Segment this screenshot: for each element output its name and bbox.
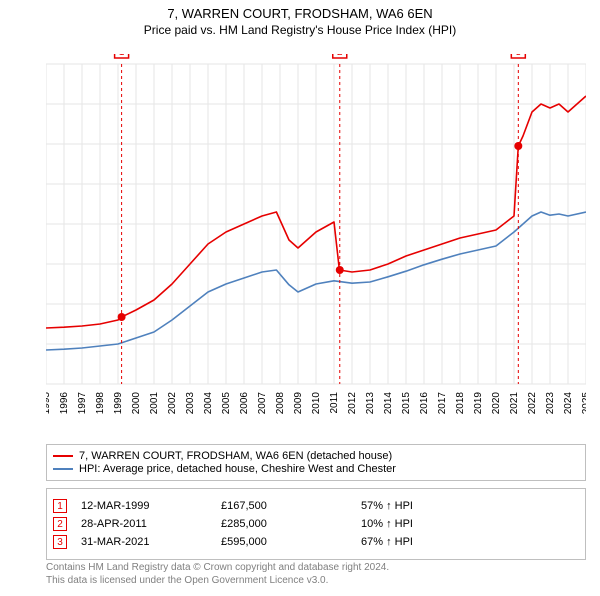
sale-marker: 1 xyxy=(53,499,67,513)
svg-text:2010: 2010 xyxy=(311,392,322,415)
chart-area: £0£100K£200K£300K£400K£500K£600K£700K£80… xyxy=(46,54,586,422)
svg-text:2013: 2013 xyxy=(365,392,376,415)
sale-row: 3 31-MAR-2021£595,00067% ↑ HPI xyxy=(53,535,579,549)
legend-label: 7, WARREN COURT, FRODSHAM, WA6 6EN (deta… xyxy=(79,450,392,462)
svg-text:2018: 2018 xyxy=(455,392,466,415)
svg-text:2024: 2024 xyxy=(563,392,574,415)
svg-text:1995: 1995 xyxy=(46,392,52,415)
svg-text:2006: 2006 xyxy=(239,392,250,415)
svg-text:2012: 2012 xyxy=(347,392,358,415)
svg-text:1997: 1997 xyxy=(77,392,88,415)
sale-marker: 2 xyxy=(53,517,67,531)
sale-delta: 10% ↑ HPI xyxy=(361,518,413,530)
legend-label: HPI: Average price, detached house, Ches… xyxy=(79,463,396,475)
svg-text:2005: 2005 xyxy=(221,392,232,415)
svg-text:2014: 2014 xyxy=(383,392,394,415)
svg-text:2008: 2008 xyxy=(275,392,286,415)
legend-box: 7, WARREN COURT, FRODSHAM, WA6 6EN (deta… xyxy=(46,444,586,481)
svg-text:2019: 2019 xyxy=(473,392,484,415)
sale-price: £595,000 xyxy=(221,536,361,548)
svg-text:1998: 1998 xyxy=(95,392,106,415)
svg-text:2007: 2007 xyxy=(257,392,268,415)
sale-delta: 57% ↑ HPI xyxy=(361,500,413,512)
svg-text:2001: 2001 xyxy=(149,392,160,415)
sale-date: 28-APR-2011 xyxy=(81,518,221,530)
sale-date: 31-MAR-2021 xyxy=(81,536,221,548)
legend-swatch xyxy=(53,468,73,470)
svg-text:2011: 2011 xyxy=(329,392,340,414)
chart-subtitle: Price paid vs. HM Land Registry's House … xyxy=(0,23,600,37)
svg-text:2: 2 xyxy=(337,54,343,58)
svg-text:2004: 2004 xyxy=(203,392,214,415)
svg-text:2020: 2020 xyxy=(491,392,502,415)
sale-marker: 3 xyxy=(53,535,67,549)
svg-text:1: 1 xyxy=(119,54,125,58)
legend-row: 7, WARREN COURT, FRODSHAM, WA6 6EN (deta… xyxy=(53,450,579,462)
sale-date: 12-MAR-1999 xyxy=(81,500,221,512)
sale-price: £285,000 xyxy=(221,518,361,530)
sale-delta: 67% ↑ HPI xyxy=(361,536,413,548)
svg-text:2025: 2025 xyxy=(581,392,586,415)
legend-row: HPI: Average price, detached house, Ches… xyxy=(53,463,579,475)
svg-text:2022: 2022 xyxy=(527,392,538,415)
chart-title: 7, WARREN COURT, FRODSHAM, WA6 6EN xyxy=(0,6,600,21)
svg-text:2021: 2021 xyxy=(509,392,520,415)
svg-text:2023: 2023 xyxy=(545,392,556,415)
sale-price: £167,500 xyxy=(221,500,361,512)
svg-text:3: 3 xyxy=(516,54,522,58)
svg-text:1996: 1996 xyxy=(59,392,70,415)
svg-text:2017: 2017 xyxy=(437,392,448,415)
svg-text:2016: 2016 xyxy=(419,392,430,415)
svg-text:2000: 2000 xyxy=(131,392,142,415)
sale-row: 1 12-MAR-1999£167,50057% ↑ HPI xyxy=(53,499,579,513)
legend-swatch xyxy=(53,455,73,457)
svg-text:2003: 2003 xyxy=(185,392,196,415)
svg-text:2009: 2009 xyxy=(293,392,304,415)
attribution-line1: Contains HM Land Registry data © Crown c… xyxy=(46,562,586,575)
sales-box: 1 12-MAR-1999£167,50057% ↑ HPI 2 28-APR-201… xyxy=(46,488,586,560)
svg-text:2015: 2015 xyxy=(401,392,412,415)
sale-row: 2 28-APR-2011£285,00010% ↑ HPI xyxy=(53,517,579,531)
svg-text:1999: 1999 xyxy=(113,392,124,415)
svg-text:2002: 2002 xyxy=(167,392,178,415)
line-chart: £0£100K£200K£300K£400K£500K£600K£700K£80… xyxy=(46,54,586,422)
attribution-line2: This data is licensed under the Open Gov… xyxy=(46,575,586,588)
attribution: Contains HM Land Registry data © Crown c… xyxy=(46,562,586,587)
